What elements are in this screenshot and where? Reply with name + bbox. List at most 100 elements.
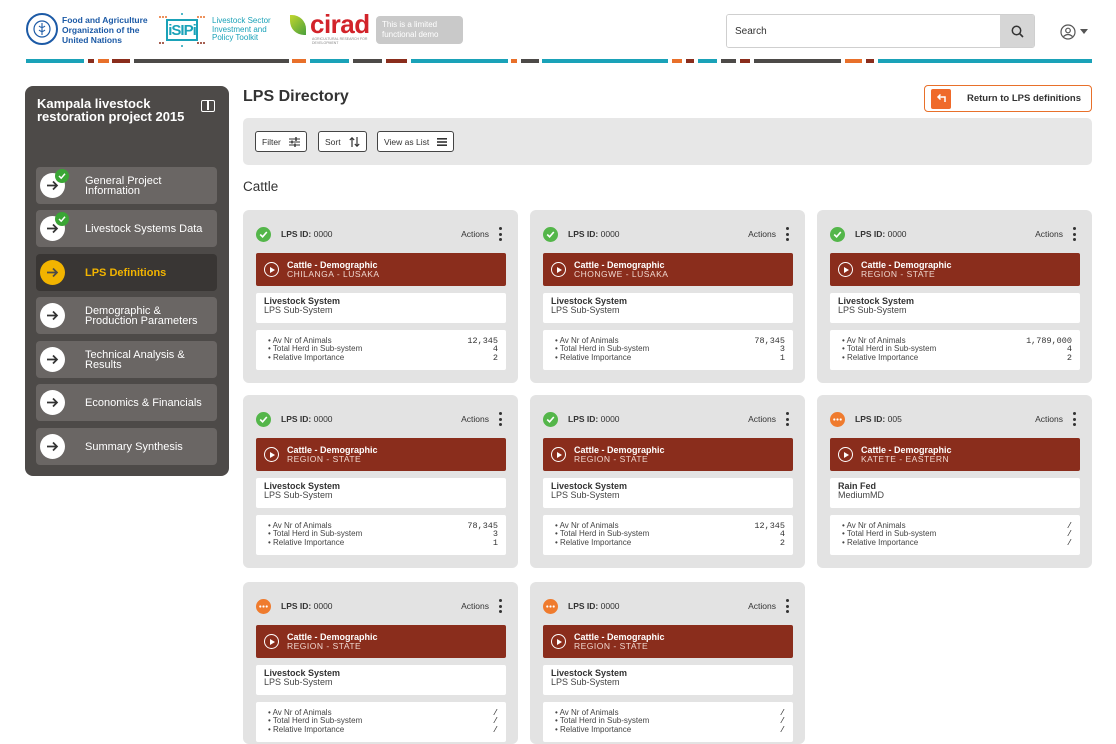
stat-label: Relative Importance — [842, 353, 918, 362]
chevron-down-icon — [1080, 29, 1088, 34]
cirad-logo[interactable]: cirad AGRICULTURAL RESEARCH FOR DEVELOPM… — [290, 9, 370, 47]
system-name: Livestock System — [551, 668, 628, 678]
stat-value: 4 — [779, 529, 785, 540]
lps-card[interactable]: LPS ID: 0000 Actions Cattle - Demographic R… — [530, 582, 805, 744]
sidebar-item-5[interactable]: Economics & Financials — [36, 384, 217, 421]
stat-value: / — [1066, 529, 1072, 540]
actions-label[interactable]: Actions — [461, 229, 489, 239]
stat-label: Av Nr of Animals — [555, 708, 619, 717]
lps-banner[interactable]: Cattle - Demographic REGION - STATE — [543, 438, 793, 471]
view-as-list-button[interactable]: View as List — [377, 131, 455, 152]
fao-name: Food and Agriculture Organization of the… — [62, 15, 148, 45]
lps-id-value: 0000 — [313, 601, 333, 611]
lps-card[interactable]: LPS ID: 0000 Actions Cattle - Demographic R… — [243, 395, 518, 568]
sidebar-item-6[interactable]: Summary Synthesis — [36, 428, 217, 465]
kebab-menu-icon[interactable] — [1073, 227, 1077, 241]
stat-row: Av Nr of Animals 12,345 — [268, 336, 498, 346]
kebab-menu-icon[interactable] — [786, 227, 790, 241]
kebab-menu-icon[interactable] — [1073, 412, 1077, 426]
stat-label: Relative Importance — [555, 725, 631, 734]
isip-name: Livestock Sector Investment and Policy T… — [212, 16, 271, 42]
lps-card[interactable]: LPS ID: 0000 Actions Cattle - Demographic C… — [243, 210, 518, 383]
kebab-menu-icon[interactable] — [786, 412, 790, 426]
kebab-menu-icon[interactable] — [499, 599, 503, 613]
status-complete-icon — [543, 226, 558, 242]
status-complete-icon — [543, 411, 558, 427]
sidebar-item-4[interactable]: Technical Analysis & Results — [36, 341, 217, 378]
stat-label: Av Nr of Animals — [842, 336, 906, 345]
stat-row: Av Nr of Animals / — [268, 708, 498, 718]
actions-label[interactable]: Actions — [1035, 229, 1063, 239]
lps-banner[interactable]: Cattle - Demographic REGION - STATE — [256, 438, 506, 471]
stat-value: 12,345 — [467, 336, 498, 346]
stat-row: Total Herd in Sub-system 4 — [842, 344, 1072, 353]
filter-label: Filter — [262, 136, 281, 147]
sidebar-item-1[interactable]: Livestock Systems Data — [36, 210, 217, 247]
sidebar-item-0[interactable]: General Project Information — [36, 167, 217, 204]
stat-row: Total Herd in Sub-system / — [555, 716, 785, 725]
actions-label[interactable]: Actions — [1035, 414, 1063, 424]
stat-value: 12,345 — [754, 521, 785, 531]
sliders-icon — [288, 136, 300, 147]
lps-id-value: 0000 — [887, 229, 907, 239]
actions-label[interactable]: Actions — [748, 229, 776, 239]
sidebar-item-2[interactable]: LPS Definitions — [36, 254, 217, 291]
lps-card[interactable]: LPS ID: 0000 Actions Cattle - Demographic R… — [530, 395, 805, 568]
sidebar-item-3[interactable]: Demographic & Production Parameters — [36, 297, 217, 334]
lps-banner[interactable]: Cattle - Demographic REGION - STATE — [830, 253, 1080, 286]
stat-label: Total Herd in Sub-system — [555, 529, 649, 538]
user-menu[interactable] — [1060, 23, 1094, 41]
search-input[interactable] — [727, 15, 1001, 47]
stat-row: Total Herd in Sub-system 4 — [555, 529, 785, 540]
stat-label: Relative Importance — [555, 353, 631, 362]
kebab-menu-icon[interactable] — [499, 227, 503, 241]
kebab-menu-icon[interactable] — [499, 412, 503, 426]
stat-value: / — [492, 708, 498, 718]
lps-banner[interactable]: Cattle - Demographic CHONGWE - LUSAKA — [543, 253, 793, 286]
actions-label[interactable]: Actions — [748, 414, 776, 424]
lps-title: Cattle - Demographic — [861, 445, 952, 455]
lps-banner[interactable]: Cattle - Demographic REGION - STATE — [256, 625, 506, 658]
lps-title: Cattle - Demographic — [574, 445, 665, 455]
lps-id-label: LPS ID: — [568, 229, 599, 239]
fao-logo[interactable] — [26, 13, 58, 45]
actions-label[interactable]: Actions — [748, 601, 776, 611]
stat-label: Relative Importance — [268, 725, 344, 734]
sort-label: Sort — [325, 136, 341, 147]
sort-button[interactable]: Sort — [318, 131, 367, 152]
stat-label: Av Nr of Animals — [555, 336, 619, 345]
stat-label: Total Herd in Sub-system — [842, 529, 936, 538]
lps-card[interactable]: LPS ID: 005 Actions Cattle - Demographic KA… — [817, 395, 1092, 568]
actions-label[interactable]: Actions — [461, 414, 489, 424]
search-button[interactable] — [1000, 15, 1034, 47]
stat-label: Relative Importance — [842, 538, 918, 547]
stat-label: Relative Importance — [268, 353, 344, 362]
lps-id-label: LPS ID: — [281, 601, 312, 611]
lps-location: REGION - STATE — [287, 641, 362, 651]
return-to-lps-definitions-button[interactable]: Return to LPS definitions — [924, 85, 1092, 112]
stat-label: Av Nr of Animals — [555, 521, 619, 530]
filter-button[interactable]: Filter — [255, 131, 307, 152]
stat-row: Total Herd in Sub-system / — [268, 716, 498, 725]
kebab-menu-icon[interactable] — [786, 599, 790, 613]
card-header: LPS ID: 0000 Actions — [256, 226, 506, 242]
lps-card[interactable]: LPS ID: 0000 Actions Cattle - Demographic R… — [817, 210, 1092, 383]
system-box: Livestock System LPS Sub-System — [256, 665, 506, 695]
lps-banner[interactable]: Cattle - Demographic REGION - STATE — [543, 625, 793, 658]
play-icon — [551, 634, 566, 649]
stat-value: / — [492, 724, 498, 735]
lps-card[interactable]: LPS ID: 0000 Actions Cattle - Demographic C… — [530, 210, 805, 383]
stat-label: Total Herd in Sub-system — [555, 344, 649, 353]
actions-label[interactable]: Actions — [461, 601, 489, 611]
lps-banner[interactable]: Cattle - Demographic KATETE - EASTERN — [830, 438, 1080, 471]
stat-value: / — [779, 708, 785, 718]
lps-card[interactable]: LPS ID: 0000 Actions Cattle - Demographic R… — [243, 582, 518, 744]
collapse-sidebar-icon[interactable] — [201, 100, 215, 112]
status-pending-icon — [543, 598, 558, 614]
project-title: Kampala livestock restoration project 20… — [37, 96, 185, 124]
sidebar-item-label: Economics & Financials — [85, 396, 202, 409]
lps-banner[interactable]: Cattle - Demographic CHILANGA - LUSAKA — [256, 253, 506, 286]
lps-location: KATETE - EASTERN — [861, 454, 950, 464]
isip-logo[interactable]: iSIPi — [158, 12, 206, 48]
